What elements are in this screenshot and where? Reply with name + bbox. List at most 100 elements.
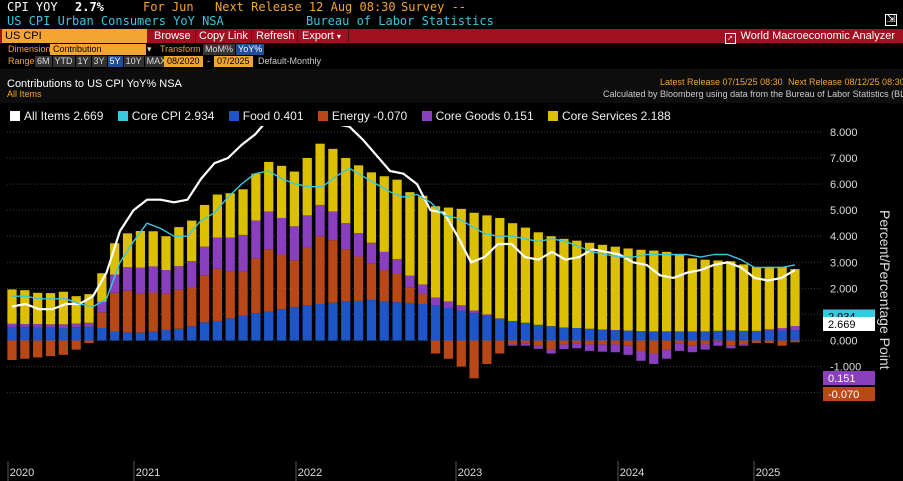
expand-icon[interactable]: ⇲ [885,13,897,26]
end-value-tag [823,387,875,401]
range-1y-button[interactable]: 1Y [75,56,91,67]
frequency-label[interactable]: Default-Monthly [258,56,322,66]
bar-segment-core-goods [405,275,415,288]
bar-segment-energy [559,340,569,345]
dimension-select[interactable]: Contribution [50,44,146,55]
y-tick-label: 8.000 [830,127,858,139]
legend-item[interactable]: Core CPI 2.934 [117,109,214,123]
bar-segment-core-goods [302,215,312,248]
chevron-down-icon[interactable]: ▾ [147,44,152,54]
legend-item[interactable]: Energy -0.070 [317,109,407,123]
legend-label: Core Goods 0.151 [435,109,534,123]
start-date-input[interactable]: 08/2020 [164,56,203,67]
bar-segment-energy [33,340,43,358]
bar-segment-energy [45,340,56,357]
bar-segment-food [751,330,762,341]
security-input[interactable]: US CPI [2,29,147,43]
range-max-button[interactable]: MAX [144,56,169,67]
bar-segment-core-services [559,238,569,328]
line-core-cpi [12,167,796,308]
legend-item[interactable]: Core Goods 0.151 [421,109,534,123]
bar-segment-food [45,327,56,341]
range-6m-button[interactable]: 6M [35,56,52,67]
x-tick-label: 2021 [136,467,160,479]
transform-mom-button[interactable]: MoM% [203,44,236,55]
bar-segment-core-goods [597,344,608,352]
bar-segment-core-goods [315,204,325,237]
survey-label: Survey -- [401,0,467,14]
bar-segment-core-services [148,231,158,267]
chart-subtitle: All Items [7,89,42,99]
chart-title: Contributions to US CPI YoY% NSA [7,78,182,90]
range-5y-button[interactable]: 5Y [107,56,123,67]
bar-segment-food [430,305,441,341]
bar-segment-core-goods [546,349,556,354]
bar-segment-food [687,331,697,341]
browse-button[interactable]: Browse [154,30,191,42]
bar-segment-core-goods [623,345,633,355]
bar-segment-energy [482,340,492,364]
bar-segment-core-services [430,206,441,298]
bar-segment-energy [662,340,672,350]
bar-segment-core-services [58,291,68,325]
next-release: Next Release 08/12/25 08:30 [788,77,903,87]
legend-item[interactable]: Food 0.401 [228,109,304,123]
bar-segment-energy [572,340,582,344]
bar-segment-core-goods [353,233,364,257]
bar-segment-food [790,330,800,341]
next-release-label: Next Release 12 Aug 08:30 [215,0,396,14]
bar-segment-energy [238,271,248,316]
bar-segment-food [97,327,107,341]
bar-segment-food [174,328,184,341]
bar-segment-core-goods [84,322,94,327]
bar-segment-core-services [777,266,787,328]
bar-segment-core-services [212,194,222,238]
bar-segment-core-goods [662,349,672,359]
bar-segment-food [251,313,261,341]
transform-yoy-button[interactable]: YoY% [236,44,265,55]
bar-segment-food [71,327,81,341]
end-date-input[interactable]: 07/2025 [214,56,253,67]
bar-segment-energy [585,340,595,345]
bar-segment-energy [764,340,774,344]
refresh-button[interactable]: Refresh [256,30,295,42]
x-tick-label: 2022 [298,467,322,479]
bar-segment-core-services [7,289,17,324]
bar-segment-food [135,332,145,341]
bar-segment-food [302,305,312,341]
bar-segment-core-goods [328,211,338,241]
bar-segment-food [443,307,454,341]
range-10y-button[interactable]: 10Y [123,56,144,67]
legend-item[interactable]: Core Services 2.188 [547,109,671,123]
bar-segment-core-goods [430,297,441,306]
bar-segment-core-services [20,290,30,325]
bar-segment-core-goods [341,223,351,250]
range-ytd-button[interactable]: YTD [52,56,75,67]
app-launch-link[interactable]: ↗ World Macroeconomic Analyzer [724,29,895,44]
bar-segment-core-goods [790,326,800,331]
bar-segment-core-goods [251,220,261,259]
bar-segment-core-services [674,254,685,332]
end-value-label: -0.070 [828,389,859,401]
bar-segment-core-services [392,179,402,260]
x-tick-label: 2023 [458,467,482,479]
bar-segment-core-goods [58,324,68,328]
bar-segment-core-services [174,227,184,267]
bar-segment-core-goods [225,237,235,272]
bar-segment-energy [430,340,441,354]
bar-segment-food [533,324,543,341]
copy-link-button[interactable]: Copy Link [199,30,248,42]
bar-segment-core-services [507,223,518,321]
bar-segment-core-goods [379,251,389,271]
range-options: 6M YTD 1Y 3Y 5Y 10Y MAX [35,56,169,67]
bar-segment-energy [199,275,210,323]
export-label: Export [302,30,334,42]
legend-item[interactable]: All Items 2.669 [10,109,103,123]
end-value-tag [823,371,875,385]
range-3y-button[interactable]: 3Y [91,56,107,67]
bar-segment-food [520,322,531,341]
export-button[interactable]: Export ▾ [302,29,341,43]
latest-release: Latest Release 07/15/25 08:30 [660,77,783,87]
bar-segment-food [713,330,723,341]
bar-segment-core-services [135,231,145,268]
